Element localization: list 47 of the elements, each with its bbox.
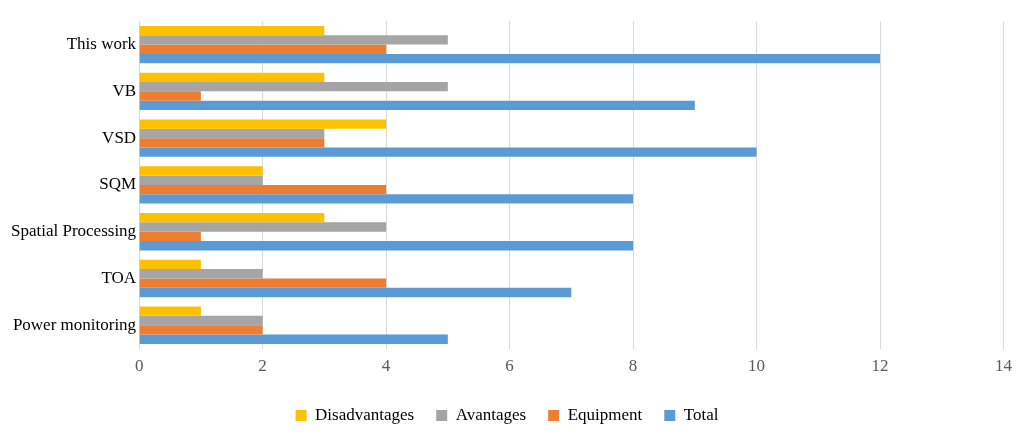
bar — [139, 259, 201, 270]
bar — [139, 306, 201, 316]
y-tick-label: TOA — [101, 267, 137, 287]
bar — [139, 325, 263, 335]
x-tick-label: 6 — [505, 356, 514, 376]
x-tick-label: 4 — [381, 356, 391, 376]
bar — [139, 241, 634, 251]
y-tick-label: Spatial Processing — [10, 221, 137, 241]
bar — [139, 278, 387, 288]
x-tick-label: 12 — [871, 356, 889, 376]
bar — [139, 82, 448, 92]
bar — [139, 25, 325, 36]
x-tick-label: 0 — [134, 356, 144, 376]
bar — [139, 35, 448, 45]
bar — [139, 231, 201, 242]
bar — [139, 334, 448, 344]
x-tick-label: 14 — [995, 356, 1013, 376]
bar — [139, 212, 325, 223]
bar — [139, 138, 325, 148]
x-tick-label: 2 — [258, 356, 267, 376]
legend-label: Equipment — [567, 404, 643, 424]
bar — [139, 194, 634, 204]
bar — [139, 147, 757, 157]
bar — [139, 269, 263, 279]
bar — [139, 100, 695, 111]
bar — [139, 184, 387, 195]
bar — [139, 53, 881, 64]
bar — [139, 166, 263, 176]
bar — [139, 91, 201, 101]
bar — [139, 119, 387, 129]
x-tick-label: 10 — [748, 356, 766, 376]
bar — [139, 44, 387, 54]
y-tick-label: This work — [66, 34, 137, 54]
legend-label: Total — [683, 404, 719, 424]
legend-label: Disadvantages — [315, 404, 415, 424]
y-tick-label: VSD — [102, 127, 137, 147]
bar — [139, 315, 263, 326]
bar — [139, 72, 325, 82]
bar — [139, 175, 263, 185]
bar — [139, 222, 387, 232]
y-tick-label: Power monitoring — [12, 314, 137, 334]
x-tick-label: 8 — [628, 356, 638, 376]
y-tick-label: VB — [112, 80, 137, 100]
legend-label: Avantages — [455, 404, 527, 424]
bar — [139, 287, 572, 298]
y-tick-label: SQM — [99, 174, 137, 194]
bar — [139, 128, 325, 139]
